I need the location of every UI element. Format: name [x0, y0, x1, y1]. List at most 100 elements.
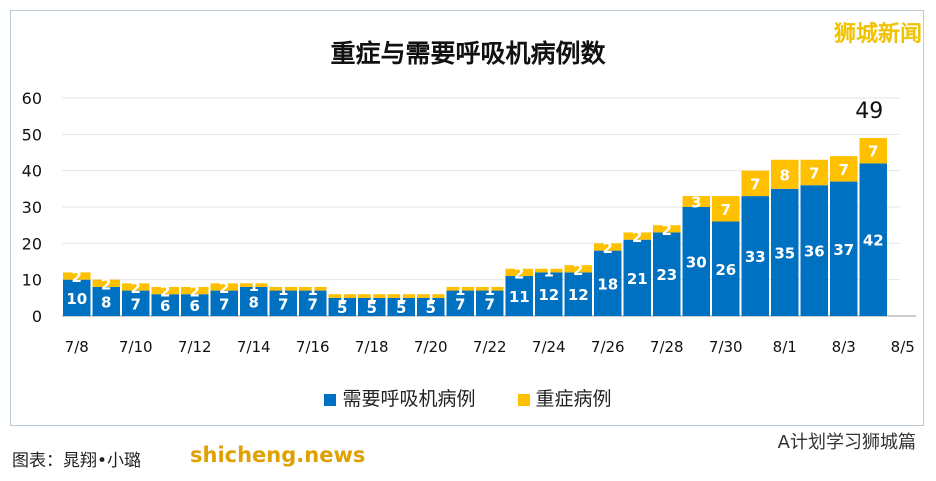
x-tick-label: 7/20 [414, 338, 448, 356]
bar-severe [240, 283, 268, 287]
bar-severe [682, 196, 710, 207]
bar-ventilator [771, 188, 799, 316]
data-label: 1 [278, 281, 288, 299]
bar-severe [210, 283, 238, 291]
y-tick-label: 30 [22, 198, 42, 217]
bar-ventilator [328, 297, 356, 316]
bar-ventilator [417, 297, 445, 316]
legend-label: 重症病例 [535, 388, 612, 410]
data-label: 7 [839, 161, 849, 179]
bar-ventilator [92, 286, 120, 316]
x-tick-label: 7/22 [473, 338, 507, 356]
y-tick-label: 50 [22, 125, 42, 144]
legend-item-severe: 重症病例 [517, 388, 612, 410]
data-label: 1 [426, 288, 436, 306]
bar-severe [328, 294, 356, 298]
bar-severe [800, 159, 828, 186]
bar-severe [712, 196, 740, 222]
bar-severe [859, 137, 887, 164]
data-label: 1 [544, 263, 554, 281]
data-label: 7 [485, 295, 495, 313]
bar-severe [417, 294, 445, 298]
data-label: 1 [485, 281, 495, 299]
x-tick-label: 7/28 [650, 338, 684, 356]
bar-severe [299, 286, 327, 291]
bar-severe [535, 268, 563, 273]
data-label: 7 [750, 175, 760, 193]
bar-severe [505, 268, 533, 277]
bar-ventilator [63, 279, 91, 316]
x-tick-label: 7/18 [355, 338, 389, 356]
bar-severe [92, 279, 120, 287]
bar-severe [269, 286, 297, 291]
data-label: 5 [426, 299, 436, 317]
data-label: 7 [809, 164, 819, 182]
bar-severe [358, 294, 386, 298]
data-label: 1 [308, 281, 318, 299]
data-label: 5 [396, 299, 406, 317]
data-label: 26 [715, 261, 736, 279]
bar-severe [151, 286, 179, 295]
bar-severe [771, 159, 799, 189]
bar-ventilator [505, 276, 533, 316]
data-label: 7 [868, 143, 878, 161]
data-label: 2 [72, 268, 82, 286]
data-label: 30 [686, 254, 707, 272]
data-label: 8 [101, 293, 111, 311]
bar-ventilator [240, 286, 268, 316]
data-label: 35 [774, 244, 795, 262]
x-tick-label: 7/26 [591, 338, 625, 356]
bar-severe [594, 243, 622, 251]
data-label: 2 [190, 283, 200, 301]
bar-ventilator [741, 196, 769, 316]
bar-ventilator [151, 294, 179, 316]
data-label: 37 [833, 241, 854, 259]
bar-ventilator [564, 272, 592, 316]
data-label: 7 [308, 295, 318, 313]
legend-swatch [324, 393, 337, 406]
chart-title: 重症与需要呼吸机病例数 [330, 39, 606, 68]
x-tick-label: 8/1 [773, 338, 797, 356]
legend: 需要呼吸机病例 重症病例 [0, 384, 936, 411]
bar-ventilator [682, 207, 710, 316]
bar-severe [623, 232, 651, 240]
bar-ventilator [210, 290, 238, 316]
watermark: 狮城新闻 [833, 22, 922, 47]
data-label: 7 [131, 295, 141, 313]
bar-severe [653, 225, 681, 233]
data-label: 7 [219, 295, 229, 313]
bar-severe [830, 156, 858, 182]
data-label: 2 [131, 279, 141, 297]
data-label: 2 [603, 239, 613, 257]
data-label: 2 [662, 221, 672, 239]
bar-ventilator [623, 239, 651, 316]
total-annotation: 49 [855, 99, 883, 124]
bar-severe [387, 294, 415, 298]
data-label: 36 [804, 243, 825, 261]
data-label: 5 [337, 299, 347, 317]
y-tick-label: 0 [32, 307, 42, 326]
bar-ventilator [269, 290, 297, 316]
bar-ventilator [181, 294, 209, 316]
data-label: 11 [509, 288, 530, 306]
x-tick-label: 7/10 [119, 338, 153, 356]
x-tick-label: 7/12 [178, 338, 212, 356]
bar-severe [446, 286, 474, 291]
data-label: 7 [455, 295, 465, 313]
data-label: 18 [597, 275, 618, 293]
bar-ventilator [476, 290, 504, 316]
bar-severe [63, 272, 91, 280]
data-label: 21 [627, 270, 648, 288]
data-label: 23 [656, 266, 677, 284]
data-label: 1 [337, 288, 347, 306]
x-tick-label: 7/24 [532, 338, 566, 356]
data-label: 10 [66, 290, 87, 308]
bar-severe [476, 286, 504, 291]
x-tick-label: 7/30 [709, 338, 743, 356]
bar-ventilator [859, 163, 887, 316]
x-tick-label: 8/5 [891, 338, 915, 356]
data-label: 12 [538, 286, 559, 304]
bar-severe [122, 283, 150, 291]
data-label: 2 [514, 264, 524, 282]
x-tick-label: 7/16 [296, 338, 330, 356]
